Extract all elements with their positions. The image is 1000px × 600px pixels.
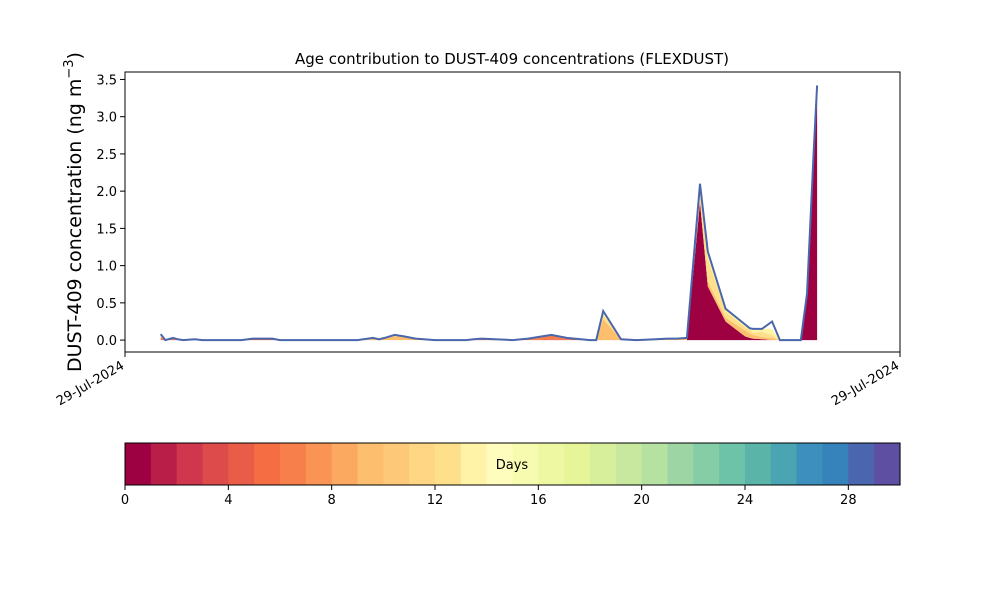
colorbar-swatch [822,443,849,485]
colorbar-swatch [590,443,617,485]
y-tick-label: 0.5 [96,297,117,312]
colorbar-swatch [745,443,772,485]
colorbar-tick-label: 16 [530,493,547,508]
y-tick-label: 2.0 [96,185,117,200]
colorbar-frame [124,442,901,486]
total-concentration-line [159,85,819,342]
colorbar-tick-label: 24 [737,493,754,508]
stacked-areas [160,93,818,341]
colorbar-swatch [150,443,178,485]
colorbar-swatch [228,443,255,485]
colorbar-tick-label: 8 [328,493,336,508]
x-tick-label: 29-Jul-2024 [829,358,902,409]
colorbar-tick-label: 20 [633,493,650,508]
area-day-12 [160,93,818,341]
colorbar-swatch [125,443,152,485]
colorbar-swatch [280,443,307,485]
colorbar-swatch [383,443,410,485]
x-axis: 29-Jul-2024 29-Jul-2024 [54,352,902,409]
colorbar-swatch [409,443,436,485]
colorbar-swatch [305,443,333,485]
colorbar-swatch [796,443,824,485]
colorbar-swatch [202,443,229,485]
colorbar-swatch [357,443,384,485]
colorbar-swatch [693,443,720,485]
colorbar-tick-label: 12 [427,493,444,508]
colorbar-swatch [435,443,462,485]
colorbar-swatch [460,443,488,485]
colorbar-swatch [615,443,643,485]
y-axis: 0.0 0.5 1.0 1.5 2.0 2.5 3.0 3.5 [96,73,125,349]
colorbar-swatch [331,443,359,485]
colorbar-swatch [719,443,746,485]
chart-title: Age contribution to DUST-409 concentrati… [295,50,729,68]
y-axis-label: DUST-409 concentration (ng m−3) [62,52,86,372]
colorbar-tick-label: 28 [840,493,857,508]
colorbar-swatch [486,443,514,485]
y-tick-label: 3.0 [96,111,117,126]
colorbar-tick-label: 4 [224,493,232,508]
colorbar-label: Days [496,458,529,473]
colorbar-swatch [874,443,901,485]
colorbar-swatch [848,443,875,485]
y-tick-label: 0.0 [96,334,117,349]
plot-frame [124,71,901,353]
y-tick-label: 1.5 [96,222,117,237]
colorbar-swatch [667,443,694,485]
colorbar-swatch [538,443,565,485]
colorbar-swatch [254,443,281,485]
colorbar-swatch [176,443,204,485]
colorbar-swatch [770,443,798,485]
y-tick-label: 3.5 [96,73,117,88]
colorbar-swatch [641,443,669,485]
colorbar-swatch [564,443,591,485]
colorbar: 0 4 8 12 16 20 24 28 [121,442,901,508]
y-tick-label: 1.0 [96,260,117,275]
colorbar-tick-label: 0 [121,493,129,508]
y-tick-label: 2.5 [96,148,117,163]
colorbar-swatch [512,443,539,485]
